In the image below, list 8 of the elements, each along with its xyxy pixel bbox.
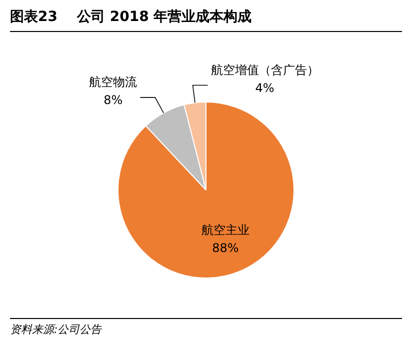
data-label: 8% <box>102 92 124 110</box>
chart-title: 图表23 公司 2018 年营业成本构成 <box>10 8 402 32</box>
slice-label: 航空主业 <box>201 222 250 240</box>
data-label: 88% <box>211 240 240 258</box>
data-label: 4% <box>254 80 276 98</box>
text: 资料来源:公司公告 <box>10 318 402 337</box>
slice-label: 航空物流 <box>89 74 138 92</box>
slice-label: 航空增值（含广告） <box>210 62 319 80</box>
